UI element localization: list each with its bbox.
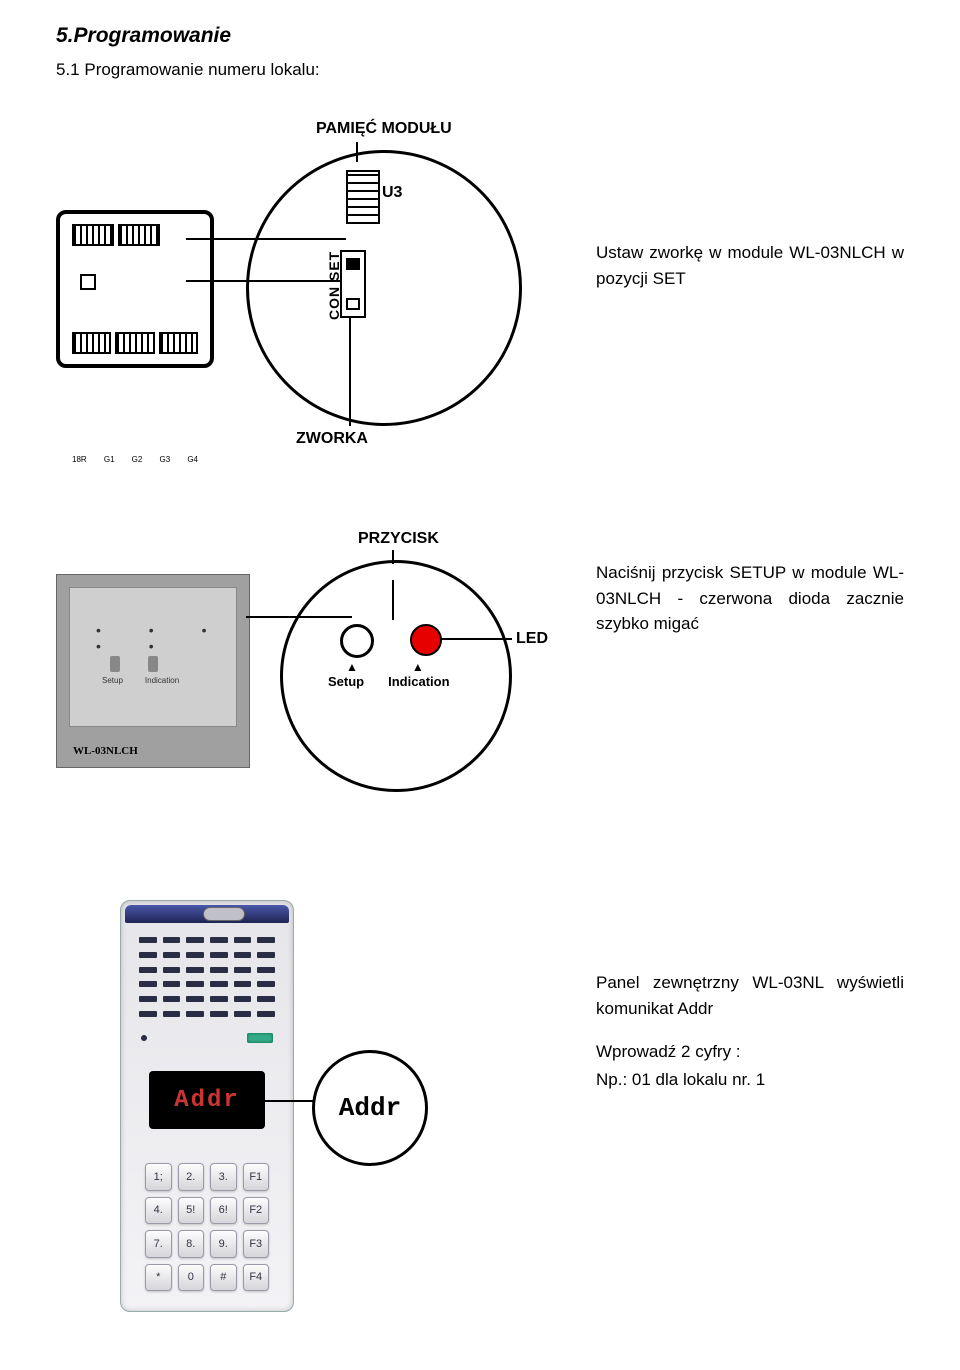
status-led-icon — [247, 1033, 273, 1043]
zworka-label: ZWORKA — [296, 430, 368, 448]
u3-chip — [346, 170, 380, 224]
intercom-body: Addr 1; 2. 3. F1 4. 5! 6! F2 7. 8. 9. F3 — [120, 900, 294, 1312]
step-3-text-b: Wprowadź 2 cyfry : — [596, 1039, 904, 1065]
key-f1: F1 — [243, 1163, 270, 1191]
key-9: 9. — [210, 1230, 237, 1258]
panel-dots: • • • • • — [96, 622, 236, 654]
key-2: 2. — [178, 1163, 205, 1191]
module-indicator — [80, 274, 96, 290]
zoom-circle-3: Addr — [312, 1050, 428, 1166]
terminal-top — [72, 224, 160, 246]
key-0: 0 — [178, 1264, 205, 1292]
key-f4: F4 — [243, 1264, 270, 1292]
u3-label: U3 — [382, 184, 402, 202]
speaker-grille-icon — [139, 937, 275, 1017]
mic-icon — [141, 1035, 147, 1041]
document-page: 5.Programowanie 5.1 Programowanie numeru… — [0, 0, 960, 1370]
step-3-text-a: Panel zewnętrzny WL-03NL wyświetli komun… — [596, 970, 904, 1021]
step-2-text: Naciśnij przycisk SETUP w module WL-03NL… — [596, 560, 904, 637]
brand-badge-icon — [203, 907, 245, 921]
key-hash: # — [210, 1264, 237, 1292]
diagram-1-title: PAMIĘĆ MODUŁU — [316, 120, 452, 138]
key-3: 3. — [210, 1163, 237, 1191]
key-f2: F2 — [243, 1197, 270, 1225]
led-label: LED — [516, 630, 548, 648]
arrow-markers: ▲ ▲ — [346, 660, 424, 674]
step-3-block: Addr 1; 2. 3. F1 4. 5! 6! F2 7. 8. 9. F3 — [56, 900, 904, 1330]
key-7: 7. — [145, 1230, 172, 1258]
terminal-labels: 18R G1 G2 G3 G4 — [72, 455, 198, 464]
key-8: 8. — [178, 1230, 205, 1258]
subsection-title: 5.1 Programowanie numeru lokalu: — [56, 60, 904, 80]
button-labels: Setup Indication — [328, 674, 450, 689]
step-1-text: Ustaw zworkę w module WL-03NLCH w pozycj… — [596, 240, 904, 291]
key-1: 1; — [145, 1163, 172, 1191]
key-4: 4. — [145, 1197, 172, 1225]
key-f3: F3 — [243, 1230, 270, 1258]
indication-led-icon — [410, 624, 442, 656]
diagram-memory-module: PAMIĘĆ MODUŁU 18R G1 G2 G3 G4 — [56, 120, 596, 450]
diagram-intercom-panel: Addr 1; 2. 3. F1 4. 5! 6! F2 7. 8. 9. F3 — [56, 900, 596, 1330]
step-1-block: PAMIĘĆ MODUŁU 18R G1 G2 G3 G4 — [56, 120, 904, 450]
key-6: 6! — [210, 1197, 237, 1225]
conset-label: CON SET — [326, 251, 342, 320]
step-3-text-c: Np.: 01 dla lokalu nr. 1 — [596, 1067, 904, 1093]
display-readout: Addr — [149, 1071, 265, 1129]
step-2-block: PRZYCISK • • • • • Setup Indication WL-0… — [56, 530, 904, 820]
key-5: 5! — [178, 1197, 205, 1225]
diagram-button-panel: PRZYCISK • • • • • Setup Indication WL-0… — [56, 530, 596, 820]
setup-button-icon — [340, 624, 374, 658]
diagram-2-title: PRZYCISK — [358, 530, 439, 548]
conset-jumper — [340, 250, 366, 318]
key-star: * — [145, 1264, 172, 1292]
wall-panel: • • • • • Setup Indication WL-03NLCH — [56, 574, 250, 768]
keypad: 1; 2. 3. F1 4. 5! 6! F2 7. 8. 9. F3 * 0 — [145, 1163, 269, 1291]
section-heading: 5.Programowanie — [56, 24, 904, 48]
terminal-bottom — [72, 332, 198, 354]
module-box — [56, 210, 214, 368]
panel-model-label: WL-03NLCH — [73, 745, 138, 757]
